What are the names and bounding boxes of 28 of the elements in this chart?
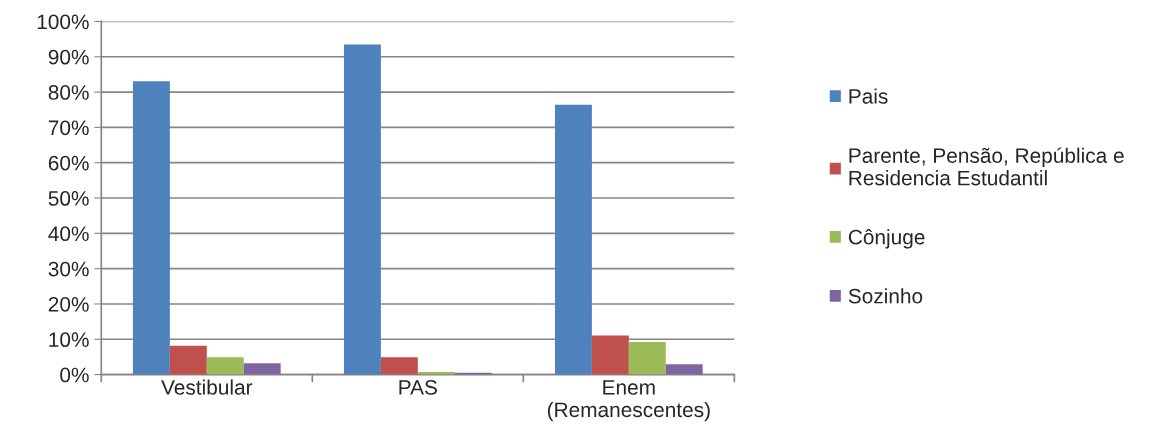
bar bbox=[380, 357, 418, 375]
y-tick-label: 30% bbox=[48, 261, 89, 277]
y-tick-label: 50% bbox=[48, 191, 89, 206]
bar bbox=[243, 363, 281, 375]
x-tick-label: PAS bbox=[399, 380, 437, 395]
bar bbox=[665, 364, 703, 375]
bar bbox=[206, 357, 244, 375]
bar bbox=[591, 335, 629, 375]
legend-label: Parente, Pensão, República e Residencia Estudantil bbox=[849, 147, 1124, 186]
y-tick-label: 20% bbox=[48, 296, 89, 312]
x-tick-label: Enem (Remanescentes) bbox=[547, 380, 710, 422]
bar bbox=[132, 81, 170, 375]
legend-label: Sozinho bbox=[848, 288, 923, 304]
y-tick-label: 60% bbox=[48, 155, 89, 171]
y-tick-label: 40% bbox=[48, 226, 89, 242]
bar bbox=[169, 345, 207, 375]
y-tick-label: 100% bbox=[37, 14, 89, 30]
legend-label: Cônjuge bbox=[848, 229, 925, 249]
y-tick-label: 80% bbox=[48, 85, 89, 100]
bar bbox=[343, 44, 381, 375]
bar bbox=[628, 342, 666, 375]
bar bbox=[554, 104, 592, 375]
y-tick-label: 70% bbox=[48, 120, 89, 136]
y-tick-label: 90% bbox=[48, 49, 89, 65]
legend-label: Pais bbox=[849, 88, 888, 104]
y-tick-label: 10% bbox=[49, 332, 89, 348]
x-tick-label: Vestibular bbox=[161, 379, 253, 395]
y-tick-label: 0% bbox=[60, 367, 89, 383]
